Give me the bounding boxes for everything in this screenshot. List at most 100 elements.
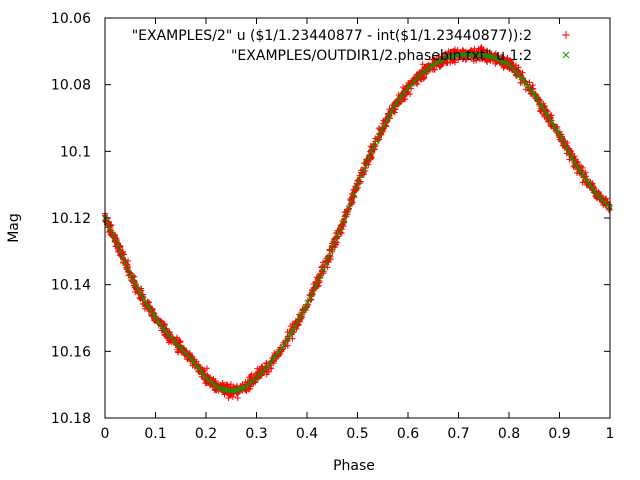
- binned-point: [569, 154, 575, 161]
- binned-point: [533, 95, 540, 101]
- binned-point: [520, 77, 527, 84]
- y-tick-label: 10.08: [51, 78, 91, 94]
- legend-marker-observed: [562, 31, 570, 39]
- observed-point: [517, 79, 524, 86]
- binned-point: [132, 281, 139, 288]
- binned-point: [109, 231, 116, 237]
- binned-point: [150, 311, 157, 318]
- observed-point: [380, 117, 387, 124]
- binned-point: [363, 160, 370, 167]
- binned-point: [305, 299, 311, 306]
- y-tick-label: 10.12: [51, 211, 91, 227]
- binned-point: [142, 299, 149, 306]
- x-tick-label: 0: [101, 426, 110, 442]
- binned-point: [459, 51, 466, 58]
- scatter-layer: [102, 44, 613, 401]
- binned-point: [274, 350, 281, 357]
- observed-point: [462, 56, 469, 63]
- binned-point: [548, 119, 555, 126]
- binned-point: [104, 220, 111, 227]
- binned-point: [475, 51, 481, 58]
- observed-point: [124, 264, 131, 271]
- binned-point: [343, 211, 349, 218]
- binned-point: [295, 318, 301, 325]
- binned-point: [287, 331, 294, 338]
- observed-point: [271, 350, 278, 357]
- observed-point: [203, 365, 210, 372]
- binned-point: [368, 148, 375, 155]
- observed-point: [112, 237, 118, 244]
- observed-point: [470, 58, 477, 65]
- binned-point: [292, 323, 299, 330]
- binned-point: [302, 304, 309, 311]
- binned-point: [335, 230, 342, 237]
- binned-point: [528, 87, 535, 94]
- plot-frame: [104, 17, 611, 419]
- binned-point: [556, 131, 563, 138]
- observed-point: [414, 81, 421, 88]
- binned-point: [566, 150, 573, 156]
- binned-point: [561, 140, 568, 147]
- binned-point: [163, 328, 169, 335]
- binned-point: [277, 347, 283, 354]
- binned-point: [345, 205, 352, 211]
- binned-point: [586, 181, 593, 188]
- binned-point: [333, 236, 339, 243]
- legend-label-binned: "EXAMPLES/OUTDIR1/2.phasebin.txt" u 1:2: [231, 48, 532, 64]
- binned-point: [284, 335, 291, 342]
- observed-point: [545, 118, 552, 125]
- binned-point: [360, 166, 367, 173]
- binned-point: [107, 225, 113, 232]
- binned-point: [401, 89, 408, 96]
- observed-point: [475, 46, 482, 53]
- binned-point: [198, 369, 205, 375]
- binned-point: [378, 127, 385, 134]
- observed-point: [246, 374, 253, 381]
- binned-point: [531, 91, 537, 98]
- binned-point: [467, 51, 474, 58]
- binned-point: [383, 117, 390, 124]
- observed-point: [593, 193, 600, 200]
- x-tick-label: 0.5: [346, 426, 368, 442]
- binned-point: [574, 162, 580, 169]
- x-tick-label: 0.8: [498, 426, 520, 442]
- x-tick-label: 0.2: [195, 426, 217, 442]
- binned-point: [157, 322, 164, 328]
- observed-point: [300, 306, 307, 313]
- binned-point: [325, 254, 332, 261]
- binned-point: [213, 383, 220, 390]
- binned-point: [571, 158, 578, 165]
- binned-point: [470, 51, 476, 58]
- binned-point: [373, 138, 380, 144]
- y-axis-label: Mag: [6, 213, 22, 243]
- x-tick-label: 0.4: [296, 426, 318, 442]
- observed-point: [407, 90, 414, 97]
- binned-point: [523, 81, 530, 87]
- x-axis-label: Phase: [333, 458, 375, 474]
- binned-point: [193, 362, 200, 369]
- binned-point: [381, 122, 387, 129]
- binned-point: [376, 132, 382, 139]
- binned-point: [462, 51, 469, 58]
- binned-point: [320, 266, 327, 273]
- binned-point: [391, 103, 398, 110]
- binned-point: [579, 170, 585, 177]
- binned-point: [272, 354, 278, 360]
- binned-point: [322, 260, 329, 267]
- binned-point: [124, 266, 131, 272]
- x-tick-label: 0.6: [397, 426, 419, 442]
- observed-point: [500, 64, 507, 71]
- binned-point: [546, 115, 552, 122]
- binned-point: [340, 218, 347, 225]
- observed-point: [117, 252, 124, 259]
- observed-point: [292, 320, 299, 327]
- binned-point: [160, 325, 167, 332]
- x-tick-label: 0.3: [245, 426, 267, 442]
- binned-point: [584, 178, 591, 185]
- binned-point: [525, 84, 532, 91]
- x-tick-label: 1: [606, 426, 615, 442]
- binned-point: [289, 327, 296, 334]
- binned-point: [591, 188, 598, 195]
- binned-point: [553, 127, 560, 134]
